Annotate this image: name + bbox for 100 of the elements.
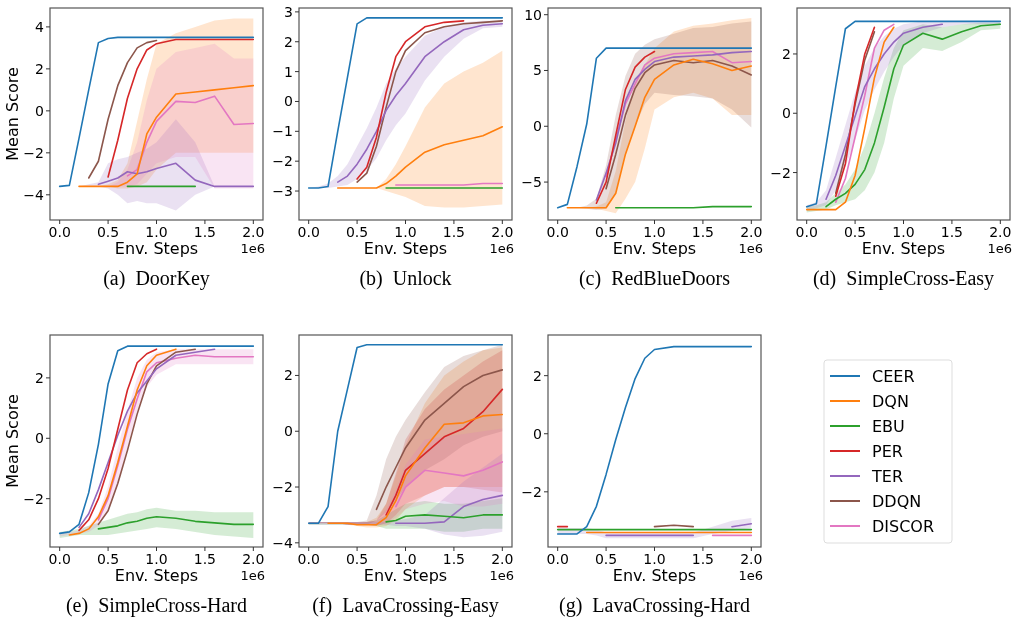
line-series xyxy=(336,126,504,189)
text: 1e6 xyxy=(489,241,514,256)
line-series xyxy=(97,348,197,526)
x-tick-label: 0.5 xyxy=(594,224,618,240)
y-tick-label: 0 xyxy=(284,93,293,110)
line-series xyxy=(87,39,158,179)
y-tick-label: −1 xyxy=(272,123,293,140)
text: (f) LavaCrossing-Easy xyxy=(312,594,499,617)
line-series xyxy=(395,461,504,508)
line-series xyxy=(126,95,255,177)
x-tick-label: 1.5 xyxy=(193,224,217,240)
x-tick-label: 1.0 xyxy=(394,551,417,567)
line-series xyxy=(327,413,504,526)
line-series xyxy=(805,26,895,211)
y-tick-label: −2 xyxy=(272,153,293,170)
line-series xyxy=(356,20,465,180)
legend-label: DISCOR xyxy=(872,517,935,536)
x-tick-label: 1.5 xyxy=(193,551,217,567)
x-axis-title: Env. Steps xyxy=(861,239,946,258)
line-series xyxy=(595,50,656,205)
y-tick-label: 0 xyxy=(782,105,791,122)
text: 1e6 xyxy=(987,241,1012,256)
y-tick-label: 0 xyxy=(284,423,293,440)
text: (c) RedBlueDoors xyxy=(578,267,731,290)
legend-label: DQN xyxy=(872,392,909,411)
line-series xyxy=(97,516,255,530)
line-series xyxy=(78,348,216,529)
y-tick-label: −2 xyxy=(770,164,791,181)
line-series xyxy=(385,388,504,516)
text: 1e6 xyxy=(738,568,763,583)
x-axis-title: Env. Steps xyxy=(612,566,697,585)
x-tick-label: 2.0 xyxy=(491,551,514,567)
legend-label: CEER xyxy=(872,367,915,386)
y-tick-label: 1 xyxy=(284,63,293,80)
text: (g) LavaCrossing-Hard xyxy=(558,594,751,617)
x-axis-title: Env. Steps xyxy=(612,239,697,258)
y-tick-label: −2 xyxy=(23,490,44,507)
legend-label: EBU xyxy=(872,417,905,436)
line-series xyxy=(78,84,255,188)
legend-label: DDQN xyxy=(872,492,922,511)
line-series xyxy=(107,38,255,178)
x-tick-label: 2.0 xyxy=(242,551,265,567)
y-tick-label: 5 xyxy=(533,62,542,79)
y-tick-label: −4 xyxy=(272,534,294,551)
line-series xyxy=(78,348,158,532)
line-series xyxy=(375,369,504,511)
x-tick-label: 2.0 xyxy=(740,224,763,240)
y-tick-label: 2 xyxy=(782,45,791,62)
x-tick-label: 2.0 xyxy=(242,224,265,240)
y-tick-label: 2 xyxy=(35,60,44,77)
y-tick-label: 2 xyxy=(284,33,293,50)
x-tick-label: 1.5 xyxy=(442,551,466,567)
y-tick-label: 10 xyxy=(524,6,542,23)
x-tick-label: 1.5 xyxy=(442,224,466,240)
y-tick-label: 2 xyxy=(533,367,542,384)
x-axis-title: Env. Steps xyxy=(114,239,199,258)
x-tick-label: 0.0 xyxy=(297,224,320,240)
x-tick-label: 1.0 xyxy=(145,551,168,567)
line-series xyxy=(97,354,255,521)
x-tick-label: 0.0 xyxy=(546,551,569,567)
y-tick-label: −2 xyxy=(521,483,542,500)
x-tick-label: 0.0 xyxy=(546,224,569,240)
line-series xyxy=(395,494,504,525)
y-tick-label: 2 xyxy=(284,367,293,384)
x-tick-label: 2.0 xyxy=(491,224,514,240)
text: 1e6 xyxy=(738,241,763,256)
text: 1e6 xyxy=(240,568,265,583)
x-tick-label: 2.0 xyxy=(740,551,763,567)
y-tick-label: −3 xyxy=(272,183,293,200)
x-tick-label: 1.0 xyxy=(643,551,666,567)
x-tick-label: 0.0 xyxy=(48,224,71,240)
line-series xyxy=(556,345,753,535)
line-series xyxy=(385,514,504,523)
x-tick-label: 0.5 xyxy=(96,551,120,567)
x-tick-label: 1.0 xyxy=(892,224,915,240)
line-series xyxy=(68,348,177,536)
y-tick-label: 3 xyxy=(284,3,293,20)
text: (e) SimpleCross-Hard xyxy=(65,594,248,617)
x-tick-label: 0.0 xyxy=(795,224,818,240)
x-tick-label: 1.0 xyxy=(643,224,666,240)
y-axis-title: Mean Score xyxy=(3,394,22,488)
text: (b) Unlock xyxy=(359,267,452,290)
text: 1e6 xyxy=(240,241,265,256)
legend-label: PER xyxy=(872,442,903,461)
x-axis-title: Env. Steps xyxy=(363,566,448,585)
x-tick-label: 1.5 xyxy=(691,551,715,567)
x-axis-title: Env. Steps xyxy=(363,239,448,258)
x-tick-label: 0.5 xyxy=(345,551,369,567)
y-tick-label: 0 xyxy=(533,425,542,442)
line-series xyxy=(97,162,255,188)
y-axis-title: Mean Score xyxy=(3,67,22,161)
x-tick-label: 0.0 xyxy=(297,551,320,567)
x-tick-label: 0.0 xyxy=(48,551,71,567)
x-tick-label: 1.0 xyxy=(145,224,168,240)
text: (d) SimpleCross-Easy xyxy=(812,267,995,290)
line-series xyxy=(834,23,895,204)
line-series xyxy=(595,50,753,201)
y-tick-label: −2 xyxy=(23,144,44,161)
y-tick-label: 0 xyxy=(533,118,542,135)
x-tick-label: 0.5 xyxy=(594,551,618,567)
